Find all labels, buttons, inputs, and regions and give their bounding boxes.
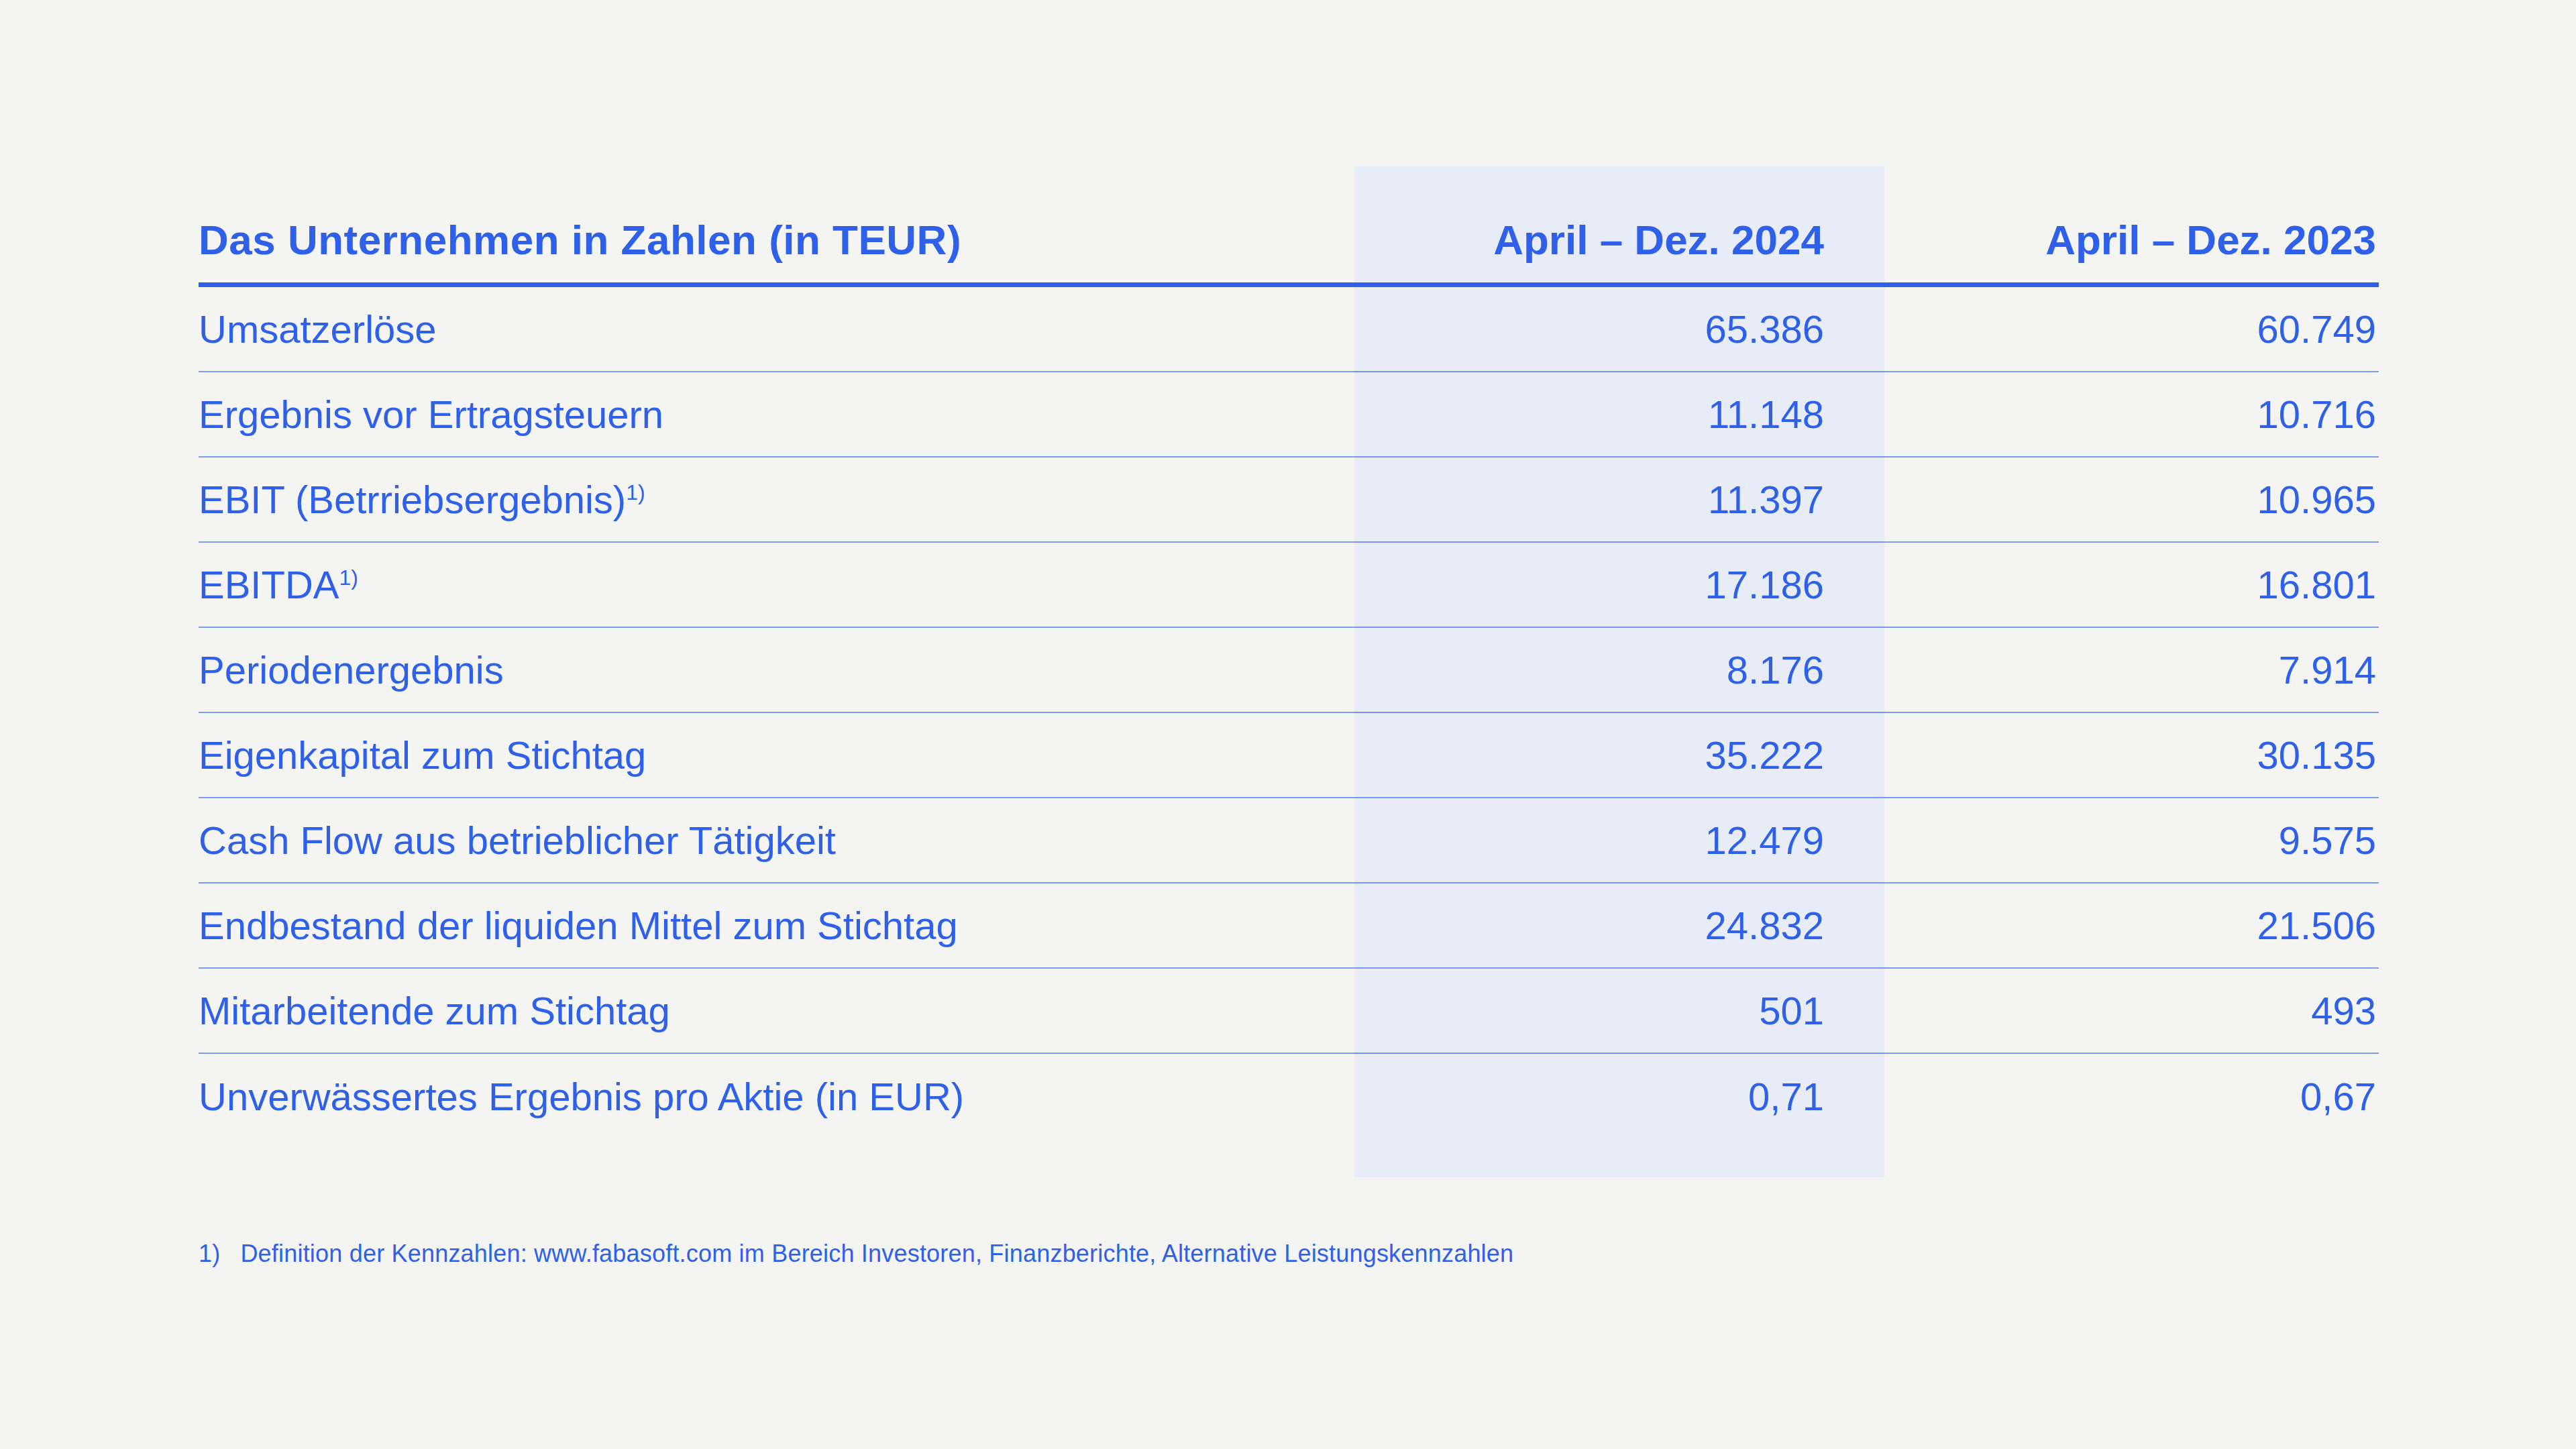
row-label: Eigenkapital zum Stichtag bbox=[199, 733, 1354, 777]
footnote: 1) Definition der Kennzahlen: www.fabaso… bbox=[199, 1240, 1513, 1268]
footnote-number: 1) bbox=[199, 1240, 220, 1268]
value-2023: 30.135 bbox=[1884, 733, 2379, 777]
value-2023: 10.965 bbox=[1884, 477, 2379, 522]
table-header-row: Das Unternehmen in Zahlen (in TEUR) Apri… bbox=[199, 166, 2379, 287]
footnote-marker: 1) bbox=[339, 566, 358, 590]
row-label: Umsatzerlöse bbox=[199, 307, 1354, 352]
table-row: EBIT (Betrriebsergebnis)1) 11.397 10.965 bbox=[199, 458, 2379, 543]
row-label: Endbestand der liquiden Mittel zum Stich… bbox=[199, 903, 1354, 948]
value-2024: 501 bbox=[1354, 988, 1884, 1033]
value-2023: 9.575 bbox=[1884, 818, 2379, 863]
value-2023: 0,67 bbox=[1884, 1074, 2379, 1119]
row-label: Periodenergebnis bbox=[199, 647, 1354, 692]
row-label: EBITDA1) bbox=[199, 562, 1354, 607]
row-label: Mitarbeitende zum Stichtag bbox=[199, 988, 1354, 1033]
table-row: Periodenergebnis 8.176 7.914 bbox=[199, 628, 2379, 713]
row-label-text: EBIT (Betrriebsergebnis) bbox=[199, 478, 626, 521]
value-2024: 11.148 bbox=[1354, 392, 1884, 437]
key-figures-table: Das Unternehmen in Zahlen (in TEUR) Apri… bbox=[199, 166, 2379, 1139]
company-figures-page: Das Unternehmen in Zahlen (in TEUR) Apri… bbox=[0, 0, 2576, 1449]
table-title: Das Unternehmen in Zahlen (in TEUR) bbox=[199, 216, 1354, 282]
footnote-text: Definition der Kennzahlen: www.fabasoft.… bbox=[240, 1240, 1513, 1268]
value-2024: 12.479 bbox=[1354, 818, 1884, 863]
row-label-text: Mitarbeitende zum Stichtag bbox=[199, 989, 670, 1032]
value-2023: 16.801 bbox=[1884, 562, 2379, 607]
table-row: Umsatzerlöse 65.386 60.749 bbox=[199, 287, 2379, 372]
footnote-marker: 1) bbox=[626, 480, 645, 504]
column-header-2024: April – Dez. 2024 bbox=[1354, 216, 1884, 282]
table-row: Mitarbeitende zum Stichtag 501 493 bbox=[199, 969, 2379, 1054]
value-2024: 65.386 bbox=[1354, 307, 1884, 352]
row-label-text: Cash Flow aus betrieblicher Tätigkeit bbox=[199, 818, 836, 862]
row-label-text: Ergebnis vor Ertragsteuern bbox=[199, 392, 663, 436]
value-2023: 7.914 bbox=[1884, 647, 2379, 692]
value-2023: 493 bbox=[1884, 988, 2379, 1033]
row-label-text: Umsatzerlöse bbox=[199, 307, 437, 351]
value-2024: 24.832 bbox=[1354, 903, 1884, 948]
row-label-text: Eigenkapital zum Stichtag bbox=[199, 733, 646, 777]
value-2023: 21.506 bbox=[1884, 903, 2379, 948]
row-label-text: EBITDA bbox=[199, 563, 339, 606]
table-row: EBITDA1) 17.186 16.801 bbox=[199, 543, 2379, 628]
table-row: Eigenkapital zum Stichtag 35.222 30.135 bbox=[199, 713, 2379, 798]
value-2024: 17.186 bbox=[1354, 562, 1884, 607]
column-header-2023: April – Dez. 2023 bbox=[1884, 216, 2379, 282]
table-row: Cash Flow aus betrieblicher Tätigkeit 12… bbox=[199, 798, 2379, 883]
value-2023: 60.749 bbox=[1884, 307, 2379, 352]
value-2024: 11.397 bbox=[1354, 477, 1884, 522]
table-row: Unverwässertes Ergebnis pro Aktie (in EU… bbox=[199, 1054, 2379, 1139]
value-2024: 35.222 bbox=[1354, 733, 1884, 777]
value-2024: 8.176 bbox=[1354, 647, 1884, 692]
row-label: Cash Flow aus betrieblicher Tätigkeit bbox=[199, 818, 1354, 863]
value-2024: 0,71 bbox=[1354, 1074, 1884, 1119]
row-label-text: Endbestand der liquiden Mittel zum Stich… bbox=[199, 904, 958, 947]
row-label-text: Periodenergebnis bbox=[199, 648, 504, 692]
table-row: Endbestand der liquiden Mittel zum Stich… bbox=[199, 883, 2379, 969]
row-label: Ergebnis vor Ertragsteuern bbox=[199, 392, 1354, 437]
value-2023: 10.716 bbox=[1884, 392, 2379, 437]
row-label: EBIT (Betrriebsergebnis)1) bbox=[199, 477, 1354, 522]
table-row: Ergebnis vor Ertragsteuern 11.148 10.716 bbox=[199, 372, 2379, 458]
row-label-text: Unverwässertes Ergebnis pro Aktie (in EU… bbox=[199, 1075, 964, 1118]
row-label: Unverwässertes Ergebnis pro Aktie (in EU… bbox=[199, 1074, 1354, 1119]
